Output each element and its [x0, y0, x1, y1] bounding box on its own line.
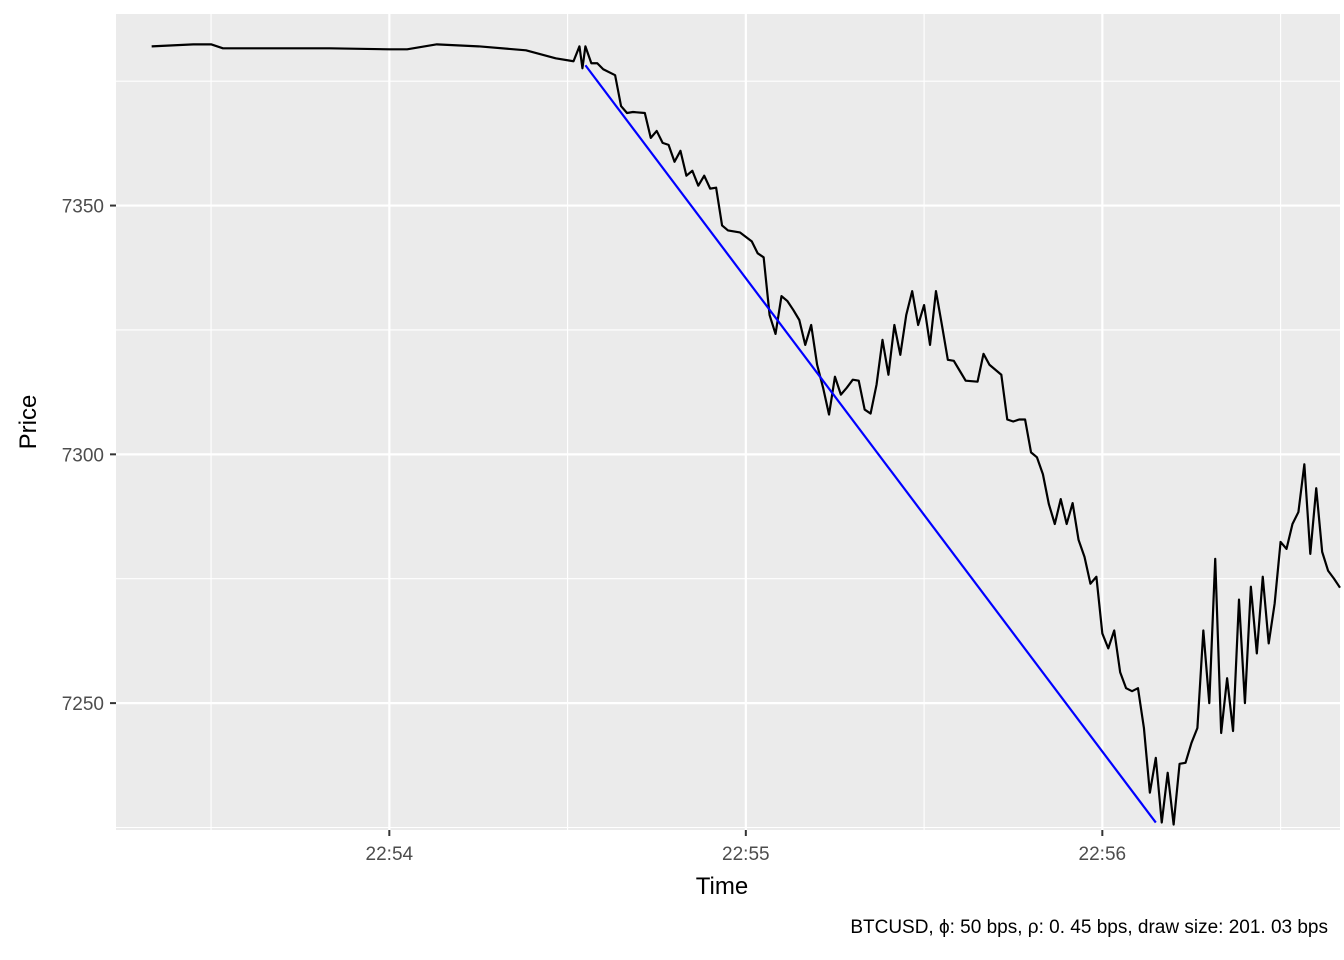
x-tick-label: 22:54 [366, 844, 414, 865]
price-series-line [151, 43, 1341, 826]
y-axis-title: Price [15, 395, 42, 450]
drawdown-series-line [584, 64, 1157, 824]
chart-caption: BTCUSD, ϕ: 50 bps, ρ: 0. 45 bps, draw si… [850, 917, 1328, 938]
x-tick-label: 22:56 [1079, 844, 1127, 865]
axes: 22:54 22:55 22:56 7250 7300 7350 [62, 197, 1126, 865]
grid-lines [116, 14, 1340, 830]
x-axis-title: Time [696, 873, 748, 900]
x-tick-label: 22:55 [722, 844, 770, 865]
y-tick-label: 7250 [62, 694, 104, 715]
panel-background [116, 14, 1340, 830]
y-tick-label: 7350 [62, 197, 104, 218]
series-lines [151, 43, 1341, 826]
y-tick-label: 7300 [62, 445, 104, 466]
